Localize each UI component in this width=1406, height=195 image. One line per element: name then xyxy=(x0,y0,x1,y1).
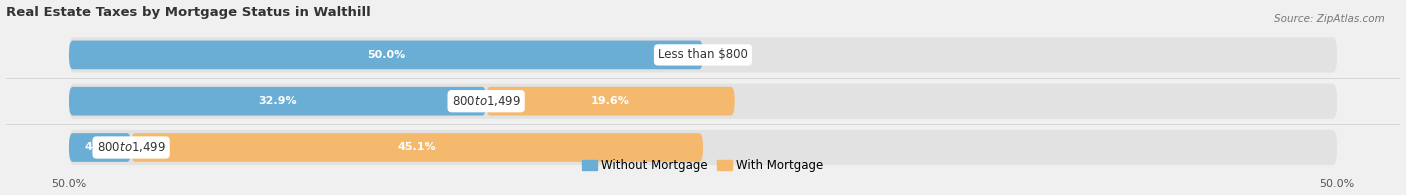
FancyBboxPatch shape xyxy=(69,41,703,69)
FancyBboxPatch shape xyxy=(131,133,703,162)
Text: 45.1%: 45.1% xyxy=(398,143,436,152)
Text: 0.0%: 0.0% xyxy=(723,50,751,60)
FancyBboxPatch shape xyxy=(69,130,1337,165)
Legend: Without Mortgage, With Mortgage: Without Mortgage, With Mortgage xyxy=(578,155,828,177)
Text: $800 to $1,499: $800 to $1,499 xyxy=(451,94,520,108)
Text: Less than $800: Less than $800 xyxy=(658,48,748,61)
FancyBboxPatch shape xyxy=(69,87,486,116)
Text: Real Estate Taxes by Mortgage Status in Walthill: Real Estate Taxes by Mortgage Status in … xyxy=(6,5,370,19)
Text: $800 to $1,499: $800 to $1,499 xyxy=(97,141,166,154)
FancyBboxPatch shape xyxy=(486,87,735,116)
Text: 50.0%: 50.0% xyxy=(367,50,405,60)
Text: 19.6%: 19.6% xyxy=(591,96,630,106)
FancyBboxPatch shape xyxy=(69,84,1337,119)
FancyBboxPatch shape xyxy=(69,37,1337,73)
Text: 32.9%: 32.9% xyxy=(259,96,297,106)
FancyBboxPatch shape xyxy=(69,133,131,162)
Text: Source: ZipAtlas.com: Source: ZipAtlas.com xyxy=(1274,14,1385,24)
Text: 4.9%: 4.9% xyxy=(84,143,115,152)
